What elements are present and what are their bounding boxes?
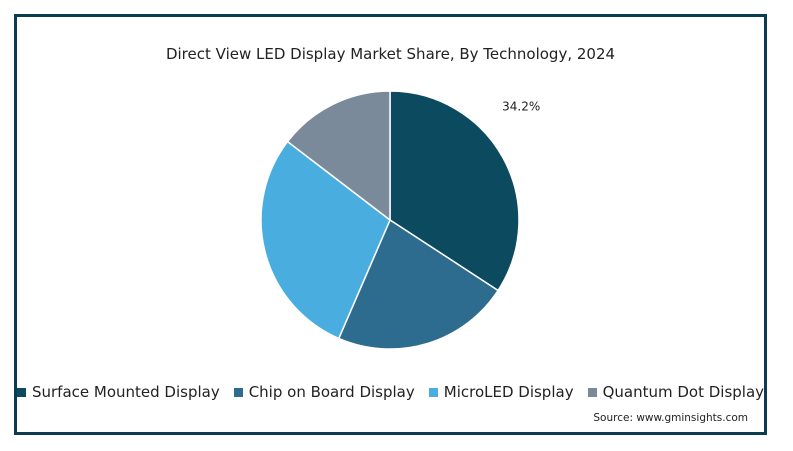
legend-item: Quantum Dot Display	[587, 383, 765, 401]
legend-item: MicroLED Display	[428, 383, 574, 401]
legend-swatch	[16, 387, 26, 397]
slice-label: 34.2%	[502, 99, 540, 113]
pie-slice	[337, 218, 500, 350]
legend-swatch	[587, 387, 597, 397]
legend-swatch	[233, 387, 243, 397]
pie-slice	[260, 140, 391, 340]
pie-slice	[286, 90, 391, 222]
chart-title: Direct View LED Display Market Share, By…	[165, 45, 616, 63]
legend-item: Surface Mounted Display	[16, 383, 220, 401]
legend: Surface Mounted Display Chip on Board Di…	[16, 383, 765, 401]
legend-label: MicroLED Display	[443, 383, 574, 401]
source-note: Source: www.gminsights.com	[593, 412, 748, 424]
chart-frame: Direct View LED Display Market Share, By…	[14, 14, 767, 435]
legend-label: Quantum Dot Display	[602, 383, 765, 401]
legend-label: Chip on Board Display	[248, 383, 415, 401]
pie-chart: 34.2%	[260, 90, 540, 350]
legend-item: Chip on Board Display	[233, 383, 415, 401]
legend-label: Surface Mounted Display	[31, 383, 220, 401]
legend-swatch	[428, 387, 438, 397]
